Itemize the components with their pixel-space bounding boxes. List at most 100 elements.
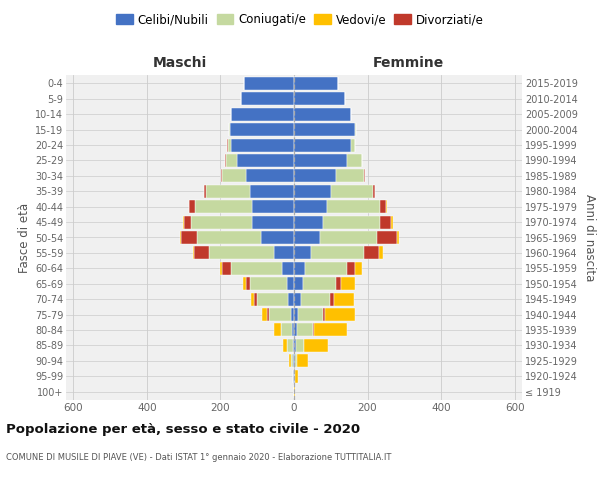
- Bar: [281, 324, 292, 336]
- Bar: [301, 292, 330, 306]
- Bar: [297, 354, 308, 368]
- Bar: [195, 200, 252, 213]
- Bar: [204, 184, 206, 198]
- Bar: [304, 339, 328, 352]
- Bar: [274, 246, 294, 260]
- Bar: [294, 324, 297, 336]
- Bar: [294, 170, 336, 182]
- Bar: [252, 200, 294, 213]
- Bar: [294, 138, 351, 151]
- Bar: [197, 231, 261, 244]
- Bar: [228, 138, 232, 151]
- Bar: [330, 292, 334, 306]
- Bar: [305, 262, 347, 275]
- Bar: [289, 354, 291, 368]
- Bar: [294, 231, 320, 244]
- Bar: [298, 308, 323, 321]
- Bar: [294, 277, 303, 290]
- Bar: [380, 200, 386, 213]
- Bar: [229, 123, 230, 136]
- Bar: [267, 308, 269, 321]
- Bar: [262, 308, 267, 321]
- Bar: [294, 200, 327, 213]
- Bar: [237, 154, 294, 167]
- Bar: [230, 123, 294, 136]
- Bar: [336, 170, 364, 182]
- Bar: [336, 277, 341, 290]
- Bar: [225, 154, 226, 167]
- Bar: [294, 262, 305, 275]
- Bar: [355, 262, 362, 275]
- Bar: [313, 324, 314, 336]
- Bar: [294, 77, 338, 90]
- Bar: [291, 308, 294, 321]
- Bar: [289, 292, 294, 306]
- Bar: [351, 138, 355, 151]
- Bar: [287, 339, 293, 352]
- Bar: [294, 216, 323, 228]
- Bar: [331, 184, 373, 198]
- Bar: [189, 200, 195, 213]
- Bar: [327, 200, 380, 213]
- Text: Maschi: Maschi: [153, 56, 207, 70]
- Bar: [221, 170, 222, 182]
- Bar: [257, 292, 289, 306]
- Bar: [246, 277, 250, 290]
- Bar: [250, 184, 294, 198]
- Bar: [206, 184, 250, 198]
- Text: Popolazione per età, sesso e stato civile - 2020: Popolazione per età, sesso e stato civil…: [6, 422, 360, 436]
- Bar: [323, 216, 380, 228]
- Bar: [294, 292, 301, 306]
- Bar: [295, 370, 298, 382]
- Bar: [311, 246, 364, 260]
- Bar: [294, 154, 347, 167]
- Bar: [293, 339, 294, 352]
- Bar: [364, 170, 365, 182]
- Bar: [341, 277, 355, 290]
- Y-axis label: Fasce di età: Fasce di età: [17, 202, 31, 272]
- Bar: [193, 246, 194, 260]
- Bar: [292, 324, 294, 336]
- Bar: [334, 292, 354, 306]
- Bar: [320, 231, 377, 244]
- Bar: [231, 262, 282, 275]
- Bar: [246, 170, 294, 182]
- Bar: [241, 92, 294, 106]
- Bar: [347, 262, 355, 275]
- Bar: [274, 324, 281, 336]
- Bar: [294, 308, 298, 321]
- Bar: [294, 339, 296, 352]
- Bar: [251, 292, 254, 306]
- Bar: [296, 339, 304, 352]
- Bar: [283, 339, 287, 352]
- Bar: [325, 308, 355, 321]
- Bar: [377, 231, 397, 244]
- Bar: [294, 354, 295, 368]
- Bar: [232, 108, 294, 121]
- Bar: [294, 108, 351, 121]
- Bar: [194, 246, 209, 260]
- Bar: [297, 324, 313, 336]
- Bar: [222, 170, 246, 182]
- Bar: [364, 246, 379, 260]
- Bar: [252, 216, 294, 228]
- Bar: [379, 246, 383, 260]
- Bar: [323, 308, 325, 321]
- Y-axis label: Anni di nascita: Anni di nascita: [583, 194, 596, 281]
- Bar: [226, 154, 237, 167]
- Bar: [347, 154, 362, 167]
- Bar: [293, 354, 294, 368]
- Bar: [209, 246, 274, 260]
- Bar: [191, 216, 252, 228]
- Bar: [282, 262, 294, 275]
- Bar: [250, 277, 287, 290]
- Bar: [291, 354, 293, 368]
- Bar: [254, 292, 257, 306]
- Bar: [261, 231, 294, 244]
- Bar: [184, 216, 191, 228]
- Bar: [293, 370, 294, 382]
- Bar: [220, 262, 221, 275]
- Bar: [294, 123, 355, 136]
- Bar: [221, 262, 231, 275]
- Bar: [244, 77, 294, 90]
